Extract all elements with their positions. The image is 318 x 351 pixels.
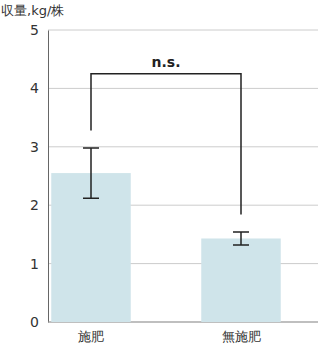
y-tick-label: 0 — [30, 314, 39, 330]
x-tick-label: 無施肥 — [222, 329, 261, 344]
x-axis: 施肥 無施肥 — [48, 322, 318, 344]
error-bar-line — [83, 148, 99, 198]
y-tick-label: 4 — [30, 80, 39, 96]
y-tick-label: 3 — [30, 139, 39, 155]
y-tick-label: 5 — [30, 22, 39, 38]
chart: 0 1 2 3 4 5 施肥 無施肥 n.s. 収量,kg/株 — [0, 0, 318, 351]
bar — [201, 238, 281, 322]
error-bar-line — [233, 232, 249, 245]
y-tick: 0 — [30, 314, 48, 330]
y-tick: 5 — [30, 22, 48, 38]
grid-line — [48, 146, 318, 147]
grid — [48, 30, 318, 322]
annotation-text: n.s. — [152, 54, 181, 70]
error-bar — [83, 148, 99, 198]
y-tick: 3 — [30, 139, 48, 155]
error-bar — [233, 232, 249, 245]
x-tick: 施肥 — [78, 322, 104, 344]
y-tick-label: 2 — [30, 197, 39, 213]
grid-line — [48, 88, 318, 89]
x-tick-label: 施肥 — [78, 329, 104, 344]
grid-line — [48, 30, 318, 31]
y-tick: 4 — [30, 80, 48, 96]
y-axis-line — [48, 31, 49, 323]
y-axis-title: 収量,kg/株 — [1, 3, 64, 18]
y-tick: 1 — [30, 256, 48, 272]
significance-bracket — [91, 74, 241, 215]
y-tick-label: 1 — [30, 256, 39, 272]
y-axis: 0 1 2 3 4 5 — [30, 22, 48, 330]
x-tick: 無施肥 — [222, 322, 261, 344]
plot-area — [51, 74, 281, 322]
y-tick: 2 — [30, 197, 48, 213]
